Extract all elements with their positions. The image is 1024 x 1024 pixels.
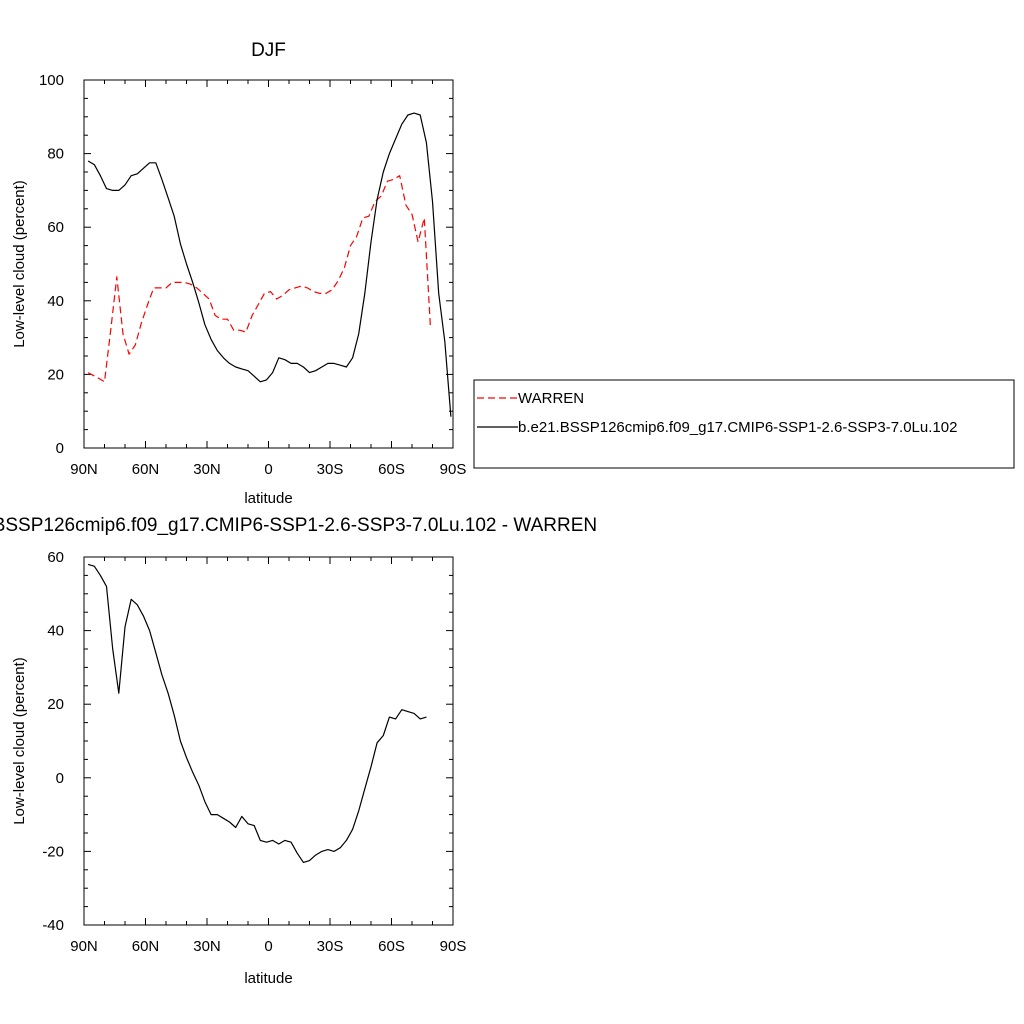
x-axis-label: latitude: [244, 490, 292, 507]
y-tick-label: 40: [47, 623, 64, 640]
y-tick-label: 20: [47, 696, 64, 713]
legend: WARREN b.e21.BSSP126cmip6.f09_g17.CMIP6-S…: [473, 379, 1015, 469]
x-tick-label: 30S: [317, 461, 344, 478]
x-tick-label: 90S: [440, 938, 467, 955]
series-line-b-e21-bssp126cmip6-f09_g17-cmip6-ssp1-2-6-ssp3-7-0lu-102: [87, 112, 452, 417]
x-tick-label: 90N: [70, 938, 98, 955]
y-tick-label: 60: [47, 549, 64, 566]
y-tick-label: -20: [42, 843, 64, 860]
x-tick-label: 30N: [193, 938, 221, 955]
x-tick-label: 0: [264, 938, 272, 955]
y-tick-label: 0: [56, 770, 64, 787]
chart-panel-1: 90N 60N 30N 0 30S 60S 90S 0 20 40 60 80 100 DJF latitu…: [11, 40, 1015, 507]
y-tick-label: 40: [47, 293, 64, 310]
legend-box: [473, 379, 1015, 469]
x-axis-label: latitude: [244, 970, 292, 987]
y-tick-label: 60: [47, 219, 64, 236]
x-tick-label: 0: [264, 461, 272, 478]
chart-title: DJF: [251, 40, 286, 61]
x-tick-label: 90S: [440, 461, 467, 478]
x-tick-label: 60S: [378, 938, 405, 955]
y-tick-label: 20: [47, 366, 64, 383]
x-tick-label: 90N: [70, 461, 98, 478]
y-tick-label: 0: [56, 440, 64, 457]
series-line-warren: [87, 175, 431, 383]
y-tick-label: 80: [47, 146, 64, 163]
y-axis-label: Low-level cloud (percent): [11, 657, 28, 825]
legend-entry: b.e21.BSSP126cmip6.f09_g17.CMIP6-SSP1-2.…: [518, 419, 957, 436]
x-tick-label: 60N: [132, 938, 160, 955]
series-line-difference: [87, 563, 427, 864]
x-tick-label: 30N: [193, 461, 221, 478]
y-tick-label: -40: [42, 917, 64, 934]
y-axis-label: Low-level cloud (percent): [11, 180, 28, 348]
y-tick-label: 100: [39, 72, 64, 89]
plot-frame: [83, 556, 454, 926]
x-tick-label: 30S: [317, 938, 344, 955]
legend-entry: WARREN: [518, 390, 584, 407]
chart-panel-2: 90N 60N 30N 0 30S 60S 90S -40 -20 0 20 40 60 b.e21.BS…: [0, 515, 597, 987]
chart-title: b.e21.BSSP126cmip6.f09_g17.CMIP6-SSP1-2.…: [0, 515, 597, 536]
x-tick-label: 60S: [378, 461, 405, 478]
x-tick-label: 60N: [132, 461, 160, 478]
